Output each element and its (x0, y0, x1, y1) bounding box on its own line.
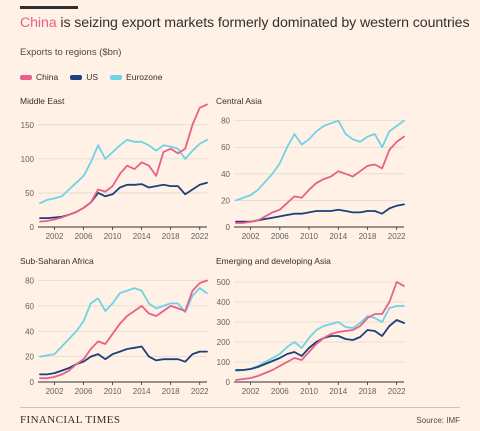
sub-saharan-africa-series-china (39, 279, 208, 380)
chart-title: China is seizing export markets formerly… (20, 15, 470, 31)
central-asia-ytick-0: 0 (226, 223, 231, 232)
emerging-and-developing-asia-xtick-2014: 2014 (329, 387, 347, 396)
middle-east-series-eurozone (39, 138, 208, 205)
middle-east-xtick-2018: 2018 (162, 232, 180, 241)
central-asia-ytick-80: 80 (221, 117, 230, 126)
sub-saharan-africa-series-eurozone (39, 287, 208, 358)
sub-saharan-africa-ytick-80: 80 (25, 277, 34, 286)
central-asia-series-china (235, 135, 405, 224)
central-asia-ytick-40: 40 (221, 170, 230, 179)
legend-swatch-china (20, 74, 32, 80)
emerging-and-developing-asia-ytick-0: 0 (226, 378, 231, 387)
middle-east-xtick-2006: 2006 (75, 232, 93, 241)
sub-saharan-africa-xtick-2002: 2002 (46, 387, 64, 396)
sub-saharan-africa-ytick-0: 0 (30, 378, 35, 387)
legend-label-eurozone: Eurozone (126, 72, 163, 82)
emerging-and-developing-asia-xtick-2010: 2010 (300, 387, 318, 396)
emerging-and-developing-asia-xtick-2018: 2018 (359, 387, 377, 396)
legend-item-us: US (70, 72, 98, 82)
sub-saharan-africa-ytick-40: 40 (25, 327, 34, 336)
ft-logo: FINANCIAL TIMES (20, 414, 121, 426)
sub-saharan-africa-xtick-2018: 2018 (162, 387, 180, 396)
emerging-and-developing-asia-ytick-500: 500 (217, 278, 231, 287)
central-asia-panel-title: Central Asia (216, 96, 262, 106)
sub-saharan-africa-panel-title: Sub-Saharan Africa (20, 256, 94, 266)
central-asia-xtick-2002: 2002 (242, 232, 260, 241)
title-rest: is seizing export markets formerly domin… (56, 15, 470, 31)
middle-east-ytick-50: 50 (25, 189, 34, 198)
middle-east-ytick-150: 150 (21, 121, 35, 130)
legend-label-us: US (86, 72, 99, 82)
emerging-and-developing-asia-ytick-200: 200 (217, 338, 231, 347)
legend-item-eurozone: Eurozone (110, 72, 162, 82)
central-asia-series-eurozone (235, 119, 405, 202)
sub-saharan-africa-ytick-60: 60 (25, 302, 34, 311)
sub-saharan-africa-xtick-2014: 2014 (133, 387, 151, 396)
emerging-and-developing-asia-ytick-100: 100 (217, 358, 231, 367)
legend: China US Eurozone (20, 72, 174, 82)
emerging-and-developing-asia-series-eurozone (235, 305, 405, 372)
central-asia-xtick-2006: 2006 (271, 232, 289, 241)
emerging-and-developing-asia-ytick-400: 400 (217, 298, 231, 307)
sub-saharan-africa-series-us (39, 345, 208, 376)
source-note: Source: IMF (416, 416, 460, 425)
sub-saharan-africa-xtick-2022: 2022 (191, 387, 209, 396)
middle-east-xtick-2014: 2014 (133, 232, 151, 241)
chart-subtitle: Exports to regions ($bn) (20, 47, 122, 58)
sub-saharan-africa-ytick-20: 20 (25, 353, 34, 362)
emerging-and-developing-asia-xtick-2002: 2002 (242, 387, 260, 396)
central-asia-xtick-2018: 2018 (359, 232, 377, 241)
sub-saharan-africa-xtick-2010: 2010 (104, 387, 122, 396)
emerging-and-developing-asia-xtick-2022: 2022 (388, 387, 406, 396)
middle-east-xtick-2022: 2022 (191, 232, 209, 241)
central-asia-ytick-20: 20 (221, 196, 230, 205)
emerging-and-developing-asia-xtick-2006: 2006 (271, 387, 289, 396)
legend-item-china: China (20, 72, 58, 82)
emerging-and-developing-asia-series-china (235, 281, 405, 381)
middle-east-ytick-100: 100 (21, 155, 35, 164)
middle-east-xtick-2002: 2002 (46, 232, 64, 241)
footer-divider (20, 407, 460, 408)
legend-label-china: China (36, 72, 59, 82)
emerging-and-developing-asia-ytick-300: 300 (217, 318, 231, 327)
central-asia-xtick-2014: 2014 (329, 232, 347, 241)
central-asia-xtick-2010: 2010 (300, 232, 318, 241)
sub-saharan-africa-xtick-2006: 2006 (75, 387, 93, 396)
emerging-and-developing-asia-panel-title: Emerging and developing Asia (216, 256, 331, 266)
central-asia-xtick-2022: 2022 (388, 232, 406, 241)
central-asia-series-us (235, 203, 405, 223)
legend-swatch-us (70, 74, 83, 80)
middle-east-series-us (39, 181, 208, 220)
middle-east-series-china (39, 103, 208, 223)
middle-east-panel-title: Middle East (20, 96, 65, 106)
middle-east-xtick-2010: 2010 (104, 232, 122, 241)
central-asia-ytick-60: 60 (221, 143, 230, 152)
legend-swatch-eurozone (110, 74, 123, 80)
middle-east-ytick-0: 0 (30, 223, 35, 232)
header-accent-bar (20, 6, 78, 9)
title-highlight: China (20, 15, 57, 31)
